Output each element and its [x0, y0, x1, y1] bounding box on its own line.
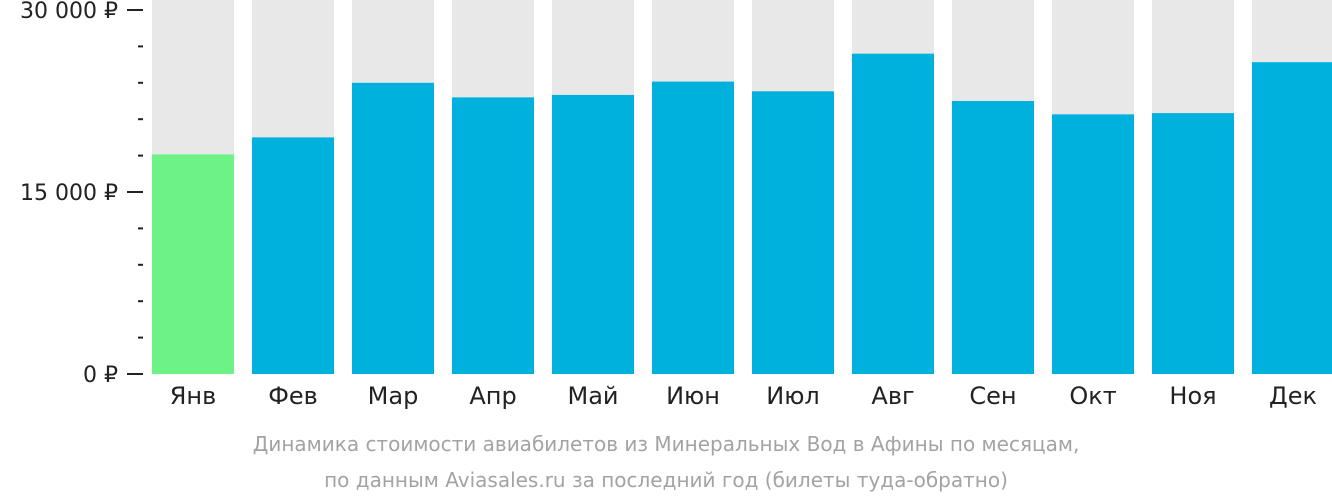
price-bar-chart: Янв Фев Мар Апр Май Июн Июл Авг Сен Окт Ноя Дек 0 ₽ 1…: [20, 0, 1332, 410]
x-tick-label-9: Сен: [969, 382, 1016, 410]
bar-1: [152, 154, 234, 374]
x-tick-label-12: Дек: [1269, 382, 1317, 410]
y-tick-label-1: 0 ₽: [83, 363, 118, 388]
x-tick-label-7: Июл: [766, 382, 820, 410]
x-tick-label-10: Окт: [1069, 382, 1116, 410]
bar-9: [952, 101, 1034, 374]
bar-10: [1052, 114, 1134, 374]
bar-5: [552, 94, 634, 374]
x-tick-label-2: Фев: [268, 382, 318, 410]
bar-7: [752, 91, 834, 374]
bar-2: [252, 137, 334, 374]
bar-3: [352, 82, 434, 375]
x-tick-label-8: Авг: [871, 382, 914, 410]
x-tick-label-6: Июн: [666, 382, 720, 410]
x-tick-label-1: Янв: [170, 382, 217, 410]
bar-8: [852, 53, 934, 375]
y-tick-label-3: 30 000 ₽: [20, 0, 118, 24]
x-tick-label-11: Ноя: [1169, 382, 1216, 410]
x-tick-label-3: Мар: [368, 382, 419, 410]
chart-caption-line-1: Динамика стоимости авиабилетов из Минера…: [252, 432, 1080, 456]
bar-11: [1152, 113, 1234, 374]
chart-caption-line-2: по данным Aviasales.ru за последний год …: [324, 468, 1008, 492]
x-tick-label-5: Май: [567, 382, 618, 410]
bar-4: [452, 97, 534, 375]
x-tick-label-4: Апр: [469, 382, 516, 410]
y-tick-label-2: 15 000 ₽: [20, 181, 118, 206]
bar-6: [652, 81, 734, 374]
bar-12: [1252, 62, 1332, 374]
